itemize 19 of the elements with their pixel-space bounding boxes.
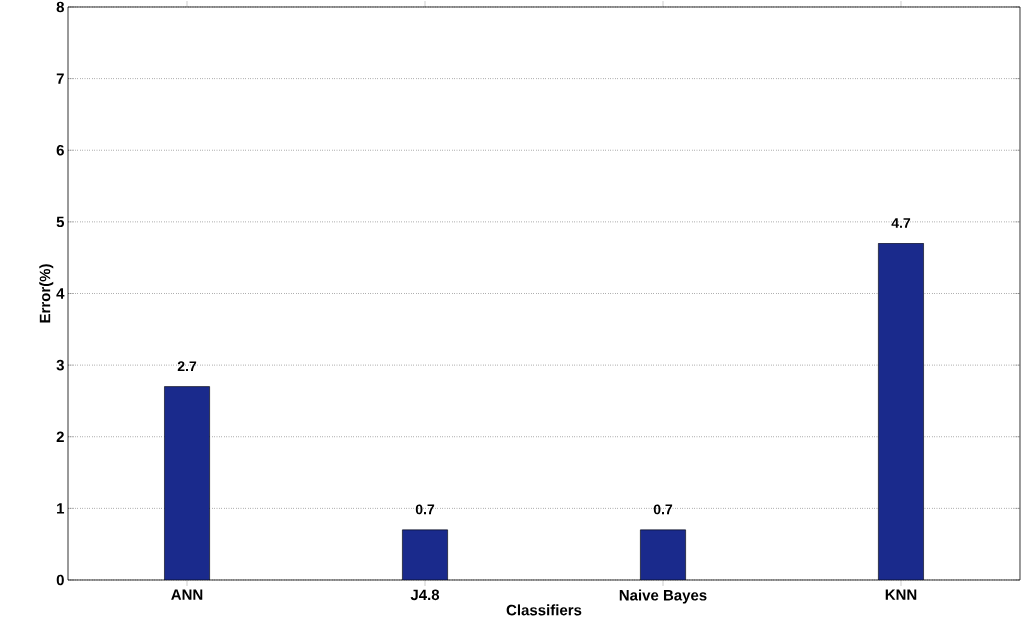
x-tick-label: J4.8 — [410, 589, 440, 601]
data-label: 0.7 — [415, 504, 435, 515]
y-tick-label: 5 — [56, 216, 65, 228]
y-tick-label: 7 — [56, 73, 64, 84]
y-axis-title: Error(%) — [39, 264, 54, 323]
y-tick-label: 8 — [56, 1, 65, 13]
y-tick-label: 2 — [56, 431, 64, 442]
data-label: 0.7 — [653, 504, 673, 515]
x-tick-label: Naive Bayes — [619, 589, 707, 604]
data-label: 4.7 — [891, 218, 911, 228]
x-axis-title: Classifiers — [506, 604, 582, 616]
y-tick-label: 1 — [57, 503, 65, 514]
y-tick-label: 6 — [56, 144, 64, 156]
x-tick-label: ANN — [171, 589, 203, 600]
y-tick-label: 0 — [56, 574, 64, 586]
data-label: 2.7 — [177, 361, 197, 372]
x-tick-label: KNN — [885, 589, 917, 600]
y-tick-label: 3 — [56, 359, 64, 371]
y-tick-label: 4 — [56, 288, 65, 299]
